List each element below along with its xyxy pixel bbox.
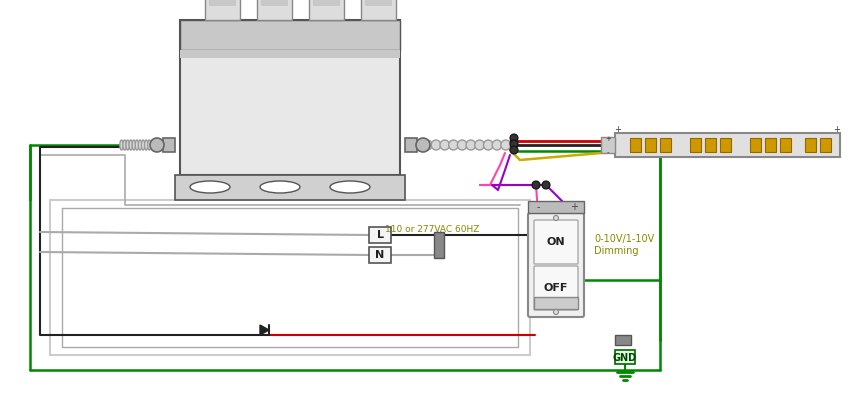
Ellipse shape <box>422 140 432 150</box>
Bar <box>180 20 400 50</box>
Ellipse shape <box>449 140 458 150</box>
Text: -: - <box>607 149 609 155</box>
Ellipse shape <box>483 140 493 150</box>
Text: N: N <box>375 250 384 260</box>
Ellipse shape <box>466 140 476 150</box>
Bar <box>601 137 615 153</box>
Ellipse shape <box>492 140 501 150</box>
Bar <box>805 138 816 152</box>
Bar <box>361 0 396 20</box>
Bar <box>50 200 530 355</box>
Bar <box>163 138 175 152</box>
Ellipse shape <box>260 181 300 193</box>
Text: +: + <box>605 136 611 142</box>
Ellipse shape <box>144 140 148 150</box>
Bar <box>369 247 391 263</box>
Bar <box>750 138 761 152</box>
Bar <box>369 227 391 243</box>
Circle shape <box>542 181 550 189</box>
Text: OFF: OFF <box>544 283 568 293</box>
Circle shape <box>510 146 518 154</box>
Bar <box>615 350 635 364</box>
Bar <box>765 138 776 152</box>
Bar <box>180 50 400 58</box>
FancyBboxPatch shape <box>528 213 584 317</box>
Text: +: + <box>570 202 578 212</box>
Bar <box>365 0 392 6</box>
Circle shape <box>416 138 430 152</box>
Bar <box>175 175 405 200</box>
Bar <box>528 201 584 213</box>
Text: -: - <box>537 202 540 212</box>
Text: 0-10V/1-10V
Dimming: 0-10V/1-10V Dimming <box>594 234 654 256</box>
Bar <box>705 138 716 152</box>
FancyBboxPatch shape <box>534 220 578 264</box>
Ellipse shape <box>154 140 157 150</box>
Ellipse shape <box>135 140 138 150</box>
Bar <box>209 0 236 6</box>
Ellipse shape <box>126 140 129 150</box>
Ellipse shape <box>120 140 123 150</box>
Bar <box>645 138 656 152</box>
Bar <box>534 297 578 309</box>
Ellipse shape <box>123 140 126 150</box>
Bar <box>180 20 400 175</box>
Circle shape <box>532 181 540 189</box>
Bar <box>434 232 444 258</box>
Bar <box>405 138 417 152</box>
Ellipse shape <box>501 140 511 150</box>
Ellipse shape <box>330 181 370 193</box>
Ellipse shape <box>148 140 151 150</box>
Bar <box>690 138 701 152</box>
Ellipse shape <box>440 140 450 150</box>
Bar <box>257 0 292 20</box>
Circle shape <box>554 215 558 221</box>
Ellipse shape <box>475 140 484 150</box>
Text: 110 or 277VAC 60HZ: 110 or 277VAC 60HZ <box>384 225 479 234</box>
Circle shape <box>510 140 518 148</box>
Bar <box>660 138 671 152</box>
FancyBboxPatch shape <box>534 266 578 310</box>
Ellipse shape <box>458 140 467 150</box>
Ellipse shape <box>129 140 132 150</box>
Circle shape <box>554 309 558 314</box>
Bar <box>630 138 641 152</box>
Bar <box>261 0 288 6</box>
Polygon shape <box>260 325 269 335</box>
Ellipse shape <box>150 140 154 150</box>
Text: L: L <box>377 230 384 240</box>
Bar <box>820 138 831 152</box>
Text: GND: GND <box>613 353 637 363</box>
Bar <box>615 133 840 157</box>
Bar <box>720 138 731 152</box>
Ellipse shape <box>141 140 144 150</box>
Circle shape <box>150 138 164 152</box>
Ellipse shape <box>190 181 230 193</box>
Text: +: + <box>833 126 840 135</box>
Ellipse shape <box>431 140 441 150</box>
Text: +: + <box>615 126 622 135</box>
Text: ON: ON <box>547 237 565 247</box>
Bar <box>313 0 340 6</box>
Ellipse shape <box>132 140 136 150</box>
Bar <box>309 0 344 20</box>
Ellipse shape <box>138 140 142 150</box>
Circle shape <box>510 134 518 142</box>
Bar <box>205 0 240 20</box>
Bar <box>615 335 631 345</box>
Bar <box>780 138 791 152</box>
